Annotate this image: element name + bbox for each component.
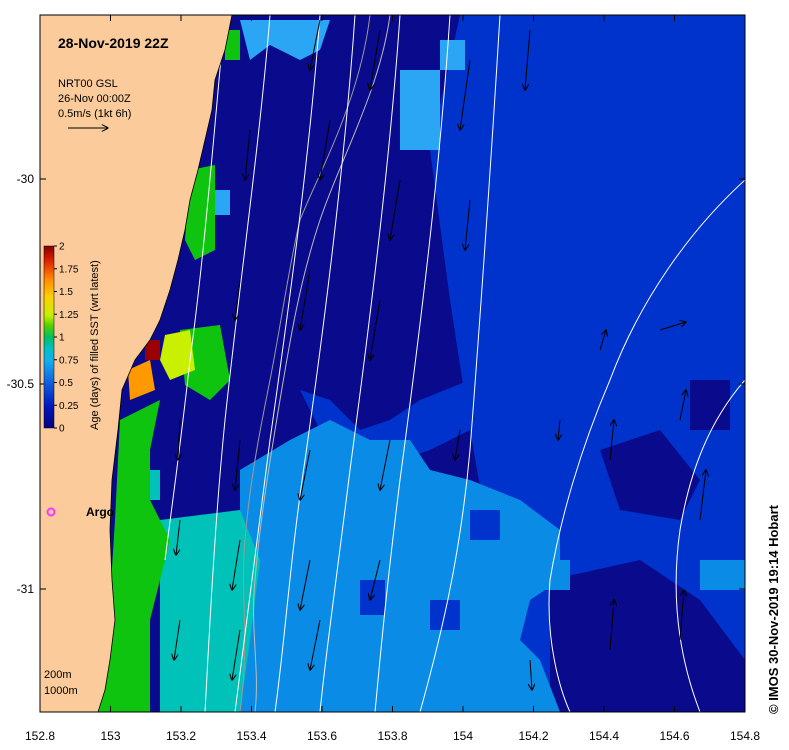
- colorbar-label: Age (days) of filled SST (wrt latest): [89, 260, 101, 430]
- current-scale-label: 0.5m/s (1kt 6h): [58, 108, 131, 120]
- x-tick-label: 153.2: [166, 729, 196, 743]
- y-tick-label: -30.5: [7, 377, 35, 391]
- colorbar-tick-label: 1: [59, 333, 65, 344]
- orange-patch: [128, 360, 155, 400]
- darkred-patch: [145, 340, 160, 360]
- land-mass: [40, 15, 233, 712]
- y-tick-label: -30: [17, 172, 35, 186]
- x-tick-label: 153.6: [307, 729, 337, 743]
- y-axis: -30 -30.5 -31: [7, 172, 745, 596]
- colorbar-tick-label: 1.5: [59, 287, 73, 298]
- colorbar-tick-label: 0: [59, 424, 65, 435]
- x-axis: 152.8 153 153.2 153.4 153.6 153.8 154 154.2 154.…: [25, 15, 760, 743]
- contour-200m: [239, 15, 371, 712]
- x-tick-label: 153: [100, 729, 120, 743]
- colorbar-tick-label: 2: [59, 242, 65, 253]
- depth-legend-200m: 200m: [44, 669, 72, 681]
- colorbar-tick-label: 1.25: [59, 310, 79, 321]
- current-source-label: NRT00 GSL: [58, 78, 118, 90]
- argo-label: Argo: [86, 505, 114, 519]
- x-tick-label: 154.8: [730, 729, 760, 743]
- colorbar-ticks: 2 1.75 1.5 1.25 1 0.75 0.5 0.25 0: [54, 242, 79, 435]
- current-date-label: 26-Nov 00:00Z: [58, 93, 131, 105]
- x-tick-label: 154.6: [659, 729, 689, 743]
- x-tick-label: 154.2: [518, 729, 548, 743]
- depth-legend-1000m: 1000m: [44, 685, 78, 697]
- y-tick-label: -31: [17, 582, 35, 596]
- ocean-sky-region: [240, 20, 330, 60]
- lime-patch: [160, 330, 195, 380]
- ocean-light-region: [240, 420, 560, 712]
- plot-area: [40, 15, 745, 712]
- x-tick-label: 154: [453, 729, 473, 743]
- contour-1000m: [253, 15, 391, 712]
- argo-marker: [46, 507, 56, 517]
- copyright-text: © IMOS 30-Nov-2019 19:14 Hobart: [766, 504, 781, 714]
- colorbar-tick-label: 0.75: [59, 355, 79, 366]
- colorbar-tick-label: 0.5: [59, 378, 73, 389]
- x-tick-label: 153.8: [377, 729, 407, 743]
- x-tick-label: 153.4: [236, 729, 266, 743]
- colorbar-tick-label: 0.25: [59, 401, 79, 412]
- ssh-contours: [164, 15, 745, 712]
- colorbar-tick-label: 1.75: [59, 264, 79, 275]
- x-tick-label: 152.8: [25, 729, 55, 743]
- map-title: 28-Nov-2019 22Z: [58, 35, 169, 51]
- current-arrows: [174, 19, 706, 690]
- x-tick-label: 154.4: [589, 729, 619, 743]
- colorbar: [43, 245, 55, 429]
